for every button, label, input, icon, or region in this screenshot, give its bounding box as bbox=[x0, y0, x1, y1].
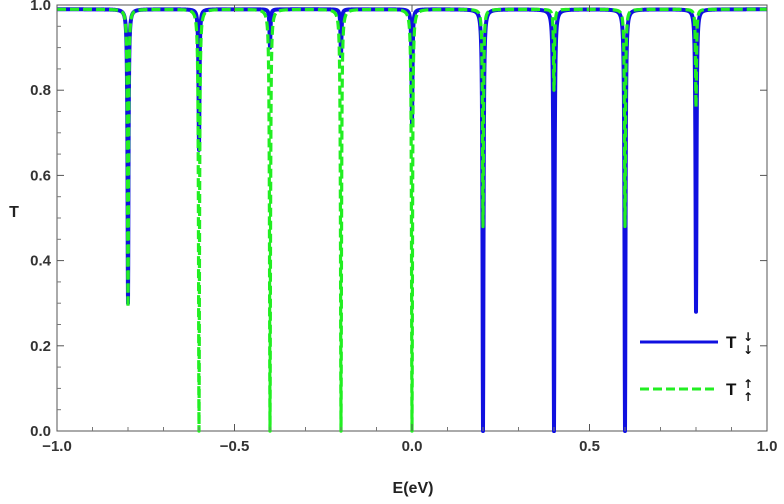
y-axis-label: T bbox=[9, 204, 19, 221]
y-tick-label: 0.0 bbox=[30, 423, 51, 440]
ticks-layer: −1.0 −0.5 0.0 0.5 1.0 0.0 0.2 0.4 0.6 0.8 1.0 bbox=[30, 0, 777, 455]
x-tick-label: 0.5 bbox=[579, 438, 600, 455]
y-tick-label: 0.6 bbox=[30, 167, 51, 184]
series-line-spin-up bbox=[55, 7, 769, 433]
series-layer bbox=[55, 7, 769, 434]
y-tick-label: 1.0 bbox=[30, 0, 51, 14]
legend-arrow-super: ↑ bbox=[743, 377, 753, 391]
y-tick-label: 0.8 bbox=[30, 82, 51, 99]
x-tick-label: −1.0 bbox=[42, 438, 72, 455]
legend-arrow-super: ↓ bbox=[743, 330, 753, 344]
y-tick-label: 0.4 bbox=[30, 253, 52, 270]
legend-arrow-sub: ↓ bbox=[743, 343, 753, 357]
legend-arrow-sub: ↑ bbox=[743, 390, 753, 404]
legend-label: T bbox=[726, 333, 737, 352]
x-axis-label: E(eV) bbox=[393, 480, 434, 497]
x-tick-label: −0.5 bbox=[220, 438, 250, 455]
legend-label: T bbox=[726, 380, 737, 399]
legend: T ↓↓ T ↑↑ bbox=[640, 330, 753, 404]
x-tick-label: 0.0 bbox=[402, 438, 423, 455]
x-tick-label: 1.0 bbox=[757, 438, 778, 455]
y-tick-label: 0.2 bbox=[30, 338, 51, 355]
